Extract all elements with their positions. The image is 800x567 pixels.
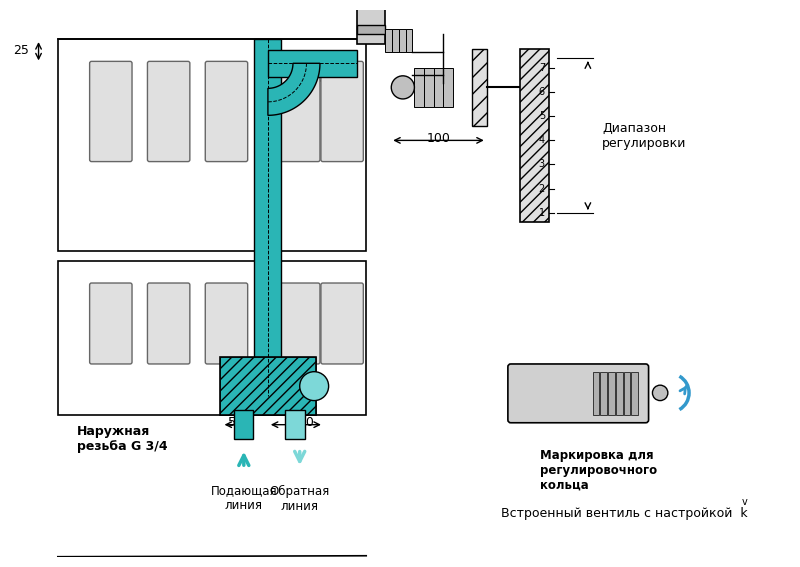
Text: 100: 100 xyxy=(311,72,334,85)
Text: 4: 4 xyxy=(538,136,545,145)
Bar xyxy=(399,28,406,52)
Text: 2: 2 xyxy=(538,184,545,193)
Text: 5: 5 xyxy=(538,111,545,121)
Text: 30: 30 xyxy=(298,416,314,429)
Text: Обратная
линия: Обратная линия xyxy=(270,484,330,513)
Bar xyxy=(600,372,607,415)
FancyBboxPatch shape xyxy=(147,61,190,162)
Text: 100: 100 xyxy=(426,132,450,145)
Bar xyxy=(443,68,453,107)
Bar xyxy=(593,372,599,415)
Bar xyxy=(357,6,386,44)
Bar xyxy=(608,372,615,415)
Bar xyxy=(424,68,434,107)
Text: Маркировка для
регулировочного
кольца: Маркировка для регулировочного кольца xyxy=(540,448,657,492)
FancyBboxPatch shape xyxy=(206,61,248,162)
FancyBboxPatch shape xyxy=(90,61,132,162)
Bar xyxy=(286,411,305,439)
FancyBboxPatch shape xyxy=(278,283,320,364)
Polygon shape xyxy=(268,64,320,115)
Bar xyxy=(58,261,366,415)
Text: 6: 6 xyxy=(538,87,545,97)
Text: 25: 25 xyxy=(14,44,29,57)
Circle shape xyxy=(300,372,329,401)
Bar xyxy=(234,411,254,439)
Bar xyxy=(220,357,316,415)
Text: Диапазон
регулировки: Диапазон регулировки xyxy=(602,121,686,150)
Text: Встроенный вентиль с настройкой  k: Встроенный вентиль с настройкой k xyxy=(501,506,748,519)
Bar xyxy=(616,372,622,415)
FancyBboxPatch shape xyxy=(321,61,363,162)
Text: Подающая
линия: Подающая линия xyxy=(210,484,277,513)
Circle shape xyxy=(653,385,668,401)
FancyBboxPatch shape xyxy=(278,61,320,162)
Bar xyxy=(631,372,638,415)
Bar xyxy=(58,39,366,251)
Bar xyxy=(406,28,413,52)
Text: 7: 7 xyxy=(538,63,545,73)
FancyBboxPatch shape xyxy=(508,364,649,423)
Bar xyxy=(268,50,357,77)
Text: 50: 50 xyxy=(228,416,244,429)
Bar xyxy=(254,39,282,376)
Bar xyxy=(357,25,386,35)
Bar xyxy=(472,49,486,126)
FancyBboxPatch shape xyxy=(90,283,132,364)
Bar xyxy=(414,68,424,107)
Circle shape xyxy=(391,76,414,99)
Bar xyxy=(623,372,630,415)
Text: 1: 1 xyxy=(538,208,545,218)
FancyBboxPatch shape xyxy=(147,283,190,364)
Text: Наружная
резьба G 3/4: Наружная резьба G 3/4 xyxy=(77,425,168,452)
Bar xyxy=(434,68,443,107)
Bar xyxy=(386,28,392,52)
Text: 3: 3 xyxy=(538,159,545,170)
FancyBboxPatch shape xyxy=(206,283,248,364)
FancyBboxPatch shape xyxy=(321,283,363,364)
Bar xyxy=(220,357,316,415)
Bar xyxy=(392,28,399,52)
Bar xyxy=(521,49,550,222)
Text: v: v xyxy=(742,497,748,506)
